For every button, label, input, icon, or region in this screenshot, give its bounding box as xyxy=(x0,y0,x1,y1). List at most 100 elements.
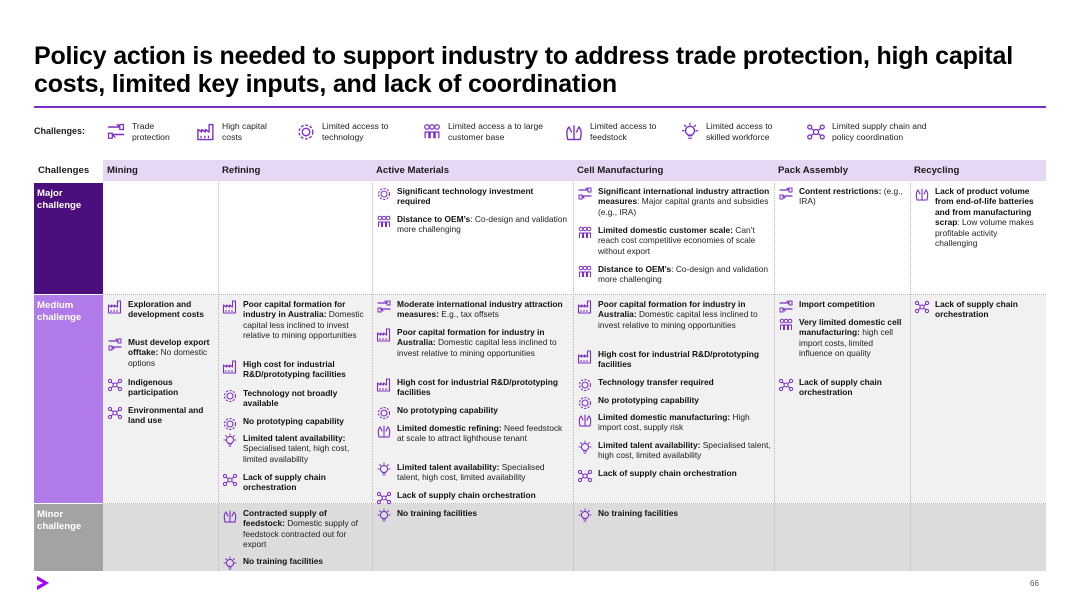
factory-icon xyxy=(196,122,216,142)
header-recycling: Recycling xyxy=(910,160,1046,181)
row-label-minor: Minor challenge xyxy=(34,504,103,571)
cell-item: Distance to OEM’s: Co-design and validat… xyxy=(376,214,568,235)
factory-icon xyxy=(577,299,593,315)
challenge-matrix: Challenges Mining Refining Active Materi… xyxy=(34,160,1046,571)
row-separator xyxy=(103,294,1046,295)
column-divider xyxy=(573,183,574,571)
challenge-legend: Challenges: Trade protection High capita… xyxy=(34,121,1046,149)
hand-icon xyxy=(914,186,930,202)
cell-item: Limited talent availability: Specialised… xyxy=(577,440,771,461)
bulb-icon xyxy=(222,556,238,572)
legend-item-technology: Limited access to technology xyxy=(296,121,402,142)
hand-icon xyxy=(222,508,238,524)
column-divider xyxy=(218,183,219,571)
legend-item-coordination: Limited supply chain and policy coordina… xyxy=(806,121,942,142)
network-icon xyxy=(806,122,826,142)
column-divider xyxy=(774,183,775,571)
cell-item: Environmental and land use xyxy=(107,405,215,426)
hand-icon xyxy=(577,412,593,428)
row-label-major: Major challenge xyxy=(34,183,103,294)
trade-icon xyxy=(376,299,392,315)
trade-icon xyxy=(107,337,123,353)
gear-icon xyxy=(577,377,593,393)
cell-item: Poor capital formation for industry in A… xyxy=(222,299,368,341)
brand-logo xyxy=(34,574,52,592)
cell-item: High cost for industrial R&D/prototyping… xyxy=(376,377,568,398)
cell-item: No prototyping capability xyxy=(222,416,368,432)
hand-icon xyxy=(564,122,584,142)
network-icon xyxy=(107,377,123,393)
header-cell-manufacturing: Cell Manufacturing xyxy=(573,160,774,181)
column-divider xyxy=(372,183,373,571)
cell-item: High cost for industrial R&D/prototyping… xyxy=(222,359,368,380)
cell-item: Limited talent availability: Specialised… xyxy=(376,462,568,483)
bulb-icon xyxy=(376,508,392,524)
cell-item: No prototyping capability xyxy=(376,405,568,421)
network-icon xyxy=(107,405,123,421)
cell-item: Lack of supply chain orchestration xyxy=(222,472,368,493)
cell-item: Lack of supply chain orchestration xyxy=(914,299,1042,320)
bulb-icon xyxy=(577,508,593,524)
legend-item-capital: High capital costs xyxy=(196,121,280,142)
header-challenges: Challenges xyxy=(34,160,103,181)
cell-item: Must develop export offtake: No domestic… xyxy=(107,337,215,368)
cell-item: Significant technology investment requir… xyxy=(376,186,568,207)
trade-icon xyxy=(106,122,126,142)
trade-icon xyxy=(778,186,794,202)
bulb-icon xyxy=(222,433,238,449)
legend-item-feedstock: Limited access to feedstock xyxy=(564,121,660,142)
network-icon xyxy=(914,299,930,315)
cell-item: Very limited domestic cell manufacturing… xyxy=(778,317,906,359)
cell-item: Distance to OEM’s: Co-design and validat… xyxy=(577,264,771,285)
cell-item: No training facilities xyxy=(577,508,771,524)
cell-item: High cost for industrial R&D/prototyping… xyxy=(577,349,771,370)
people-icon xyxy=(577,264,593,280)
legend-label: Challenges: xyxy=(34,126,85,136)
cell-item: No training facilities xyxy=(376,508,568,524)
factory-icon xyxy=(107,299,123,315)
network-icon xyxy=(222,472,238,488)
legend-item-trade: Trade protection xyxy=(106,121,184,142)
header-refining: Refining xyxy=(218,160,372,181)
title-divider xyxy=(34,106,1046,108)
header-pack-assembly: Pack Assembly xyxy=(774,160,910,181)
cell-item: Lack of product volume from end-of-life … xyxy=(914,186,1042,248)
page-title: Policy action is needed to support indus… xyxy=(34,42,1044,98)
legend-item-workforce: Limited access to skilled workforce xyxy=(680,121,788,142)
bulb-icon xyxy=(680,122,700,142)
cell-item: Poor capital formation for industry in A… xyxy=(577,299,771,330)
people-icon xyxy=(778,317,794,333)
factory-icon xyxy=(222,359,238,375)
cell-item: Contracted supply of feedstock: Domestic… xyxy=(222,508,368,550)
bulb-icon xyxy=(376,462,392,478)
factory-icon xyxy=(376,377,392,393)
header-mining: Mining xyxy=(103,160,218,181)
network-icon xyxy=(778,377,794,393)
people-icon xyxy=(422,122,442,142)
cell-item: No training facilities xyxy=(222,556,368,572)
cell-item: Technology not broadly available xyxy=(222,388,368,409)
cell-item: Poor capital formation for industry in A… xyxy=(376,327,568,358)
people-icon xyxy=(376,214,392,230)
factory-icon xyxy=(577,349,593,365)
gear-icon xyxy=(577,395,593,411)
column-divider xyxy=(910,183,911,571)
cell-item: Moderate international industry attracti… xyxy=(376,299,568,320)
people-icon xyxy=(577,225,593,241)
factory-icon xyxy=(222,299,238,315)
cell-item: Indigenous participation xyxy=(107,377,215,398)
cell-item: Lack of supply chain orchestration xyxy=(577,468,771,484)
gear-icon xyxy=(222,388,238,404)
cell-item: Content restrictions: (e.g., IRA) xyxy=(778,186,906,207)
legend-item-customer: Limited access a to large customer base xyxy=(422,121,544,142)
row-label-medium: Medium challenge xyxy=(34,295,103,503)
cell-item: Lack of supply chain orchestration xyxy=(376,490,568,506)
cell-item: No prototyping capability xyxy=(577,395,771,411)
cell-item: Limited talent availability: Specialised… xyxy=(222,433,368,464)
gear-icon xyxy=(222,416,238,432)
cell-item: Technology transfer required xyxy=(577,377,771,393)
network-icon xyxy=(376,490,392,506)
cell-item: Limited domestic customer scale: Can’t r… xyxy=(577,225,771,256)
cell-item: Limited domestic refining: Need feedstoc… xyxy=(376,423,568,444)
trade-icon xyxy=(577,186,593,202)
